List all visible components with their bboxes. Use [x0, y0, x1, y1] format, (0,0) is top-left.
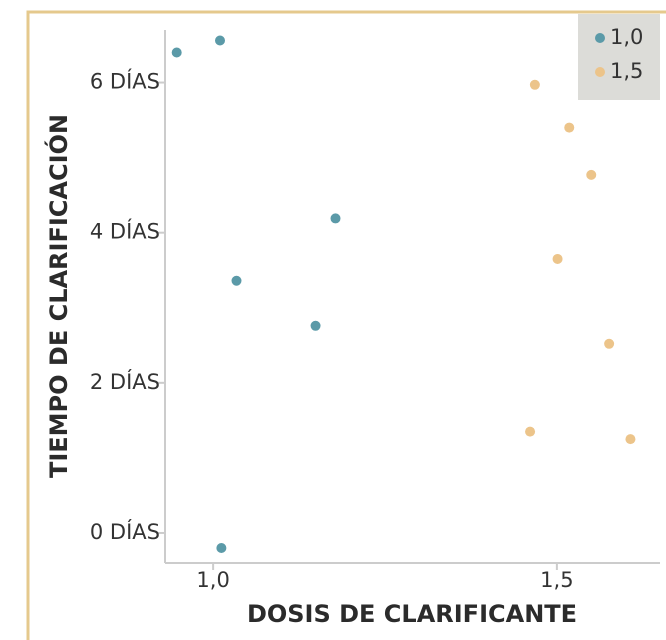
legend-label: 1,5	[610, 59, 643, 83]
y-tick-label: 6 DÍAS	[90, 69, 160, 94]
y-tick-label: 2 DÍAS	[90, 369, 160, 394]
point	[215, 35, 225, 46]
point	[330, 213, 341, 224]
point	[604, 338, 615, 349]
point	[625, 434, 636, 445]
legend-label: 1,0	[610, 25, 643, 49]
legend-swatch	[595, 33, 605, 43]
point	[552, 253, 563, 264]
y-tick-label: 4 DÍAS	[90, 219, 160, 244]
x-tick-label: 1,5	[540, 568, 573, 592]
legend-box	[578, 14, 660, 100]
y-tick-label: 0 DÍAS	[90, 519, 160, 544]
x-axis-title: DOSIS DE CLARIFICANTE	[247, 600, 577, 628]
point	[525, 426, 536, 437]
frame	[26, 10, 666, 640]
point	[171, 47, 182, 58]
y-axis-title: TIEMPO DE CLARIFICACIÓN	[43, 114, 73, 478]
legend-swatch	[595, 67, 605, 77]
point	[586, 169, 597, 180]
x-tick-label: 1,0	[196, 568, 229, 592]
point	[564, 122, 575, 133]
point	[529, 79, 540, 90]
point	[216, 542, 227, 553]
point	[231, 275, 242, 286]
point	[310, 320, 321, 331]
